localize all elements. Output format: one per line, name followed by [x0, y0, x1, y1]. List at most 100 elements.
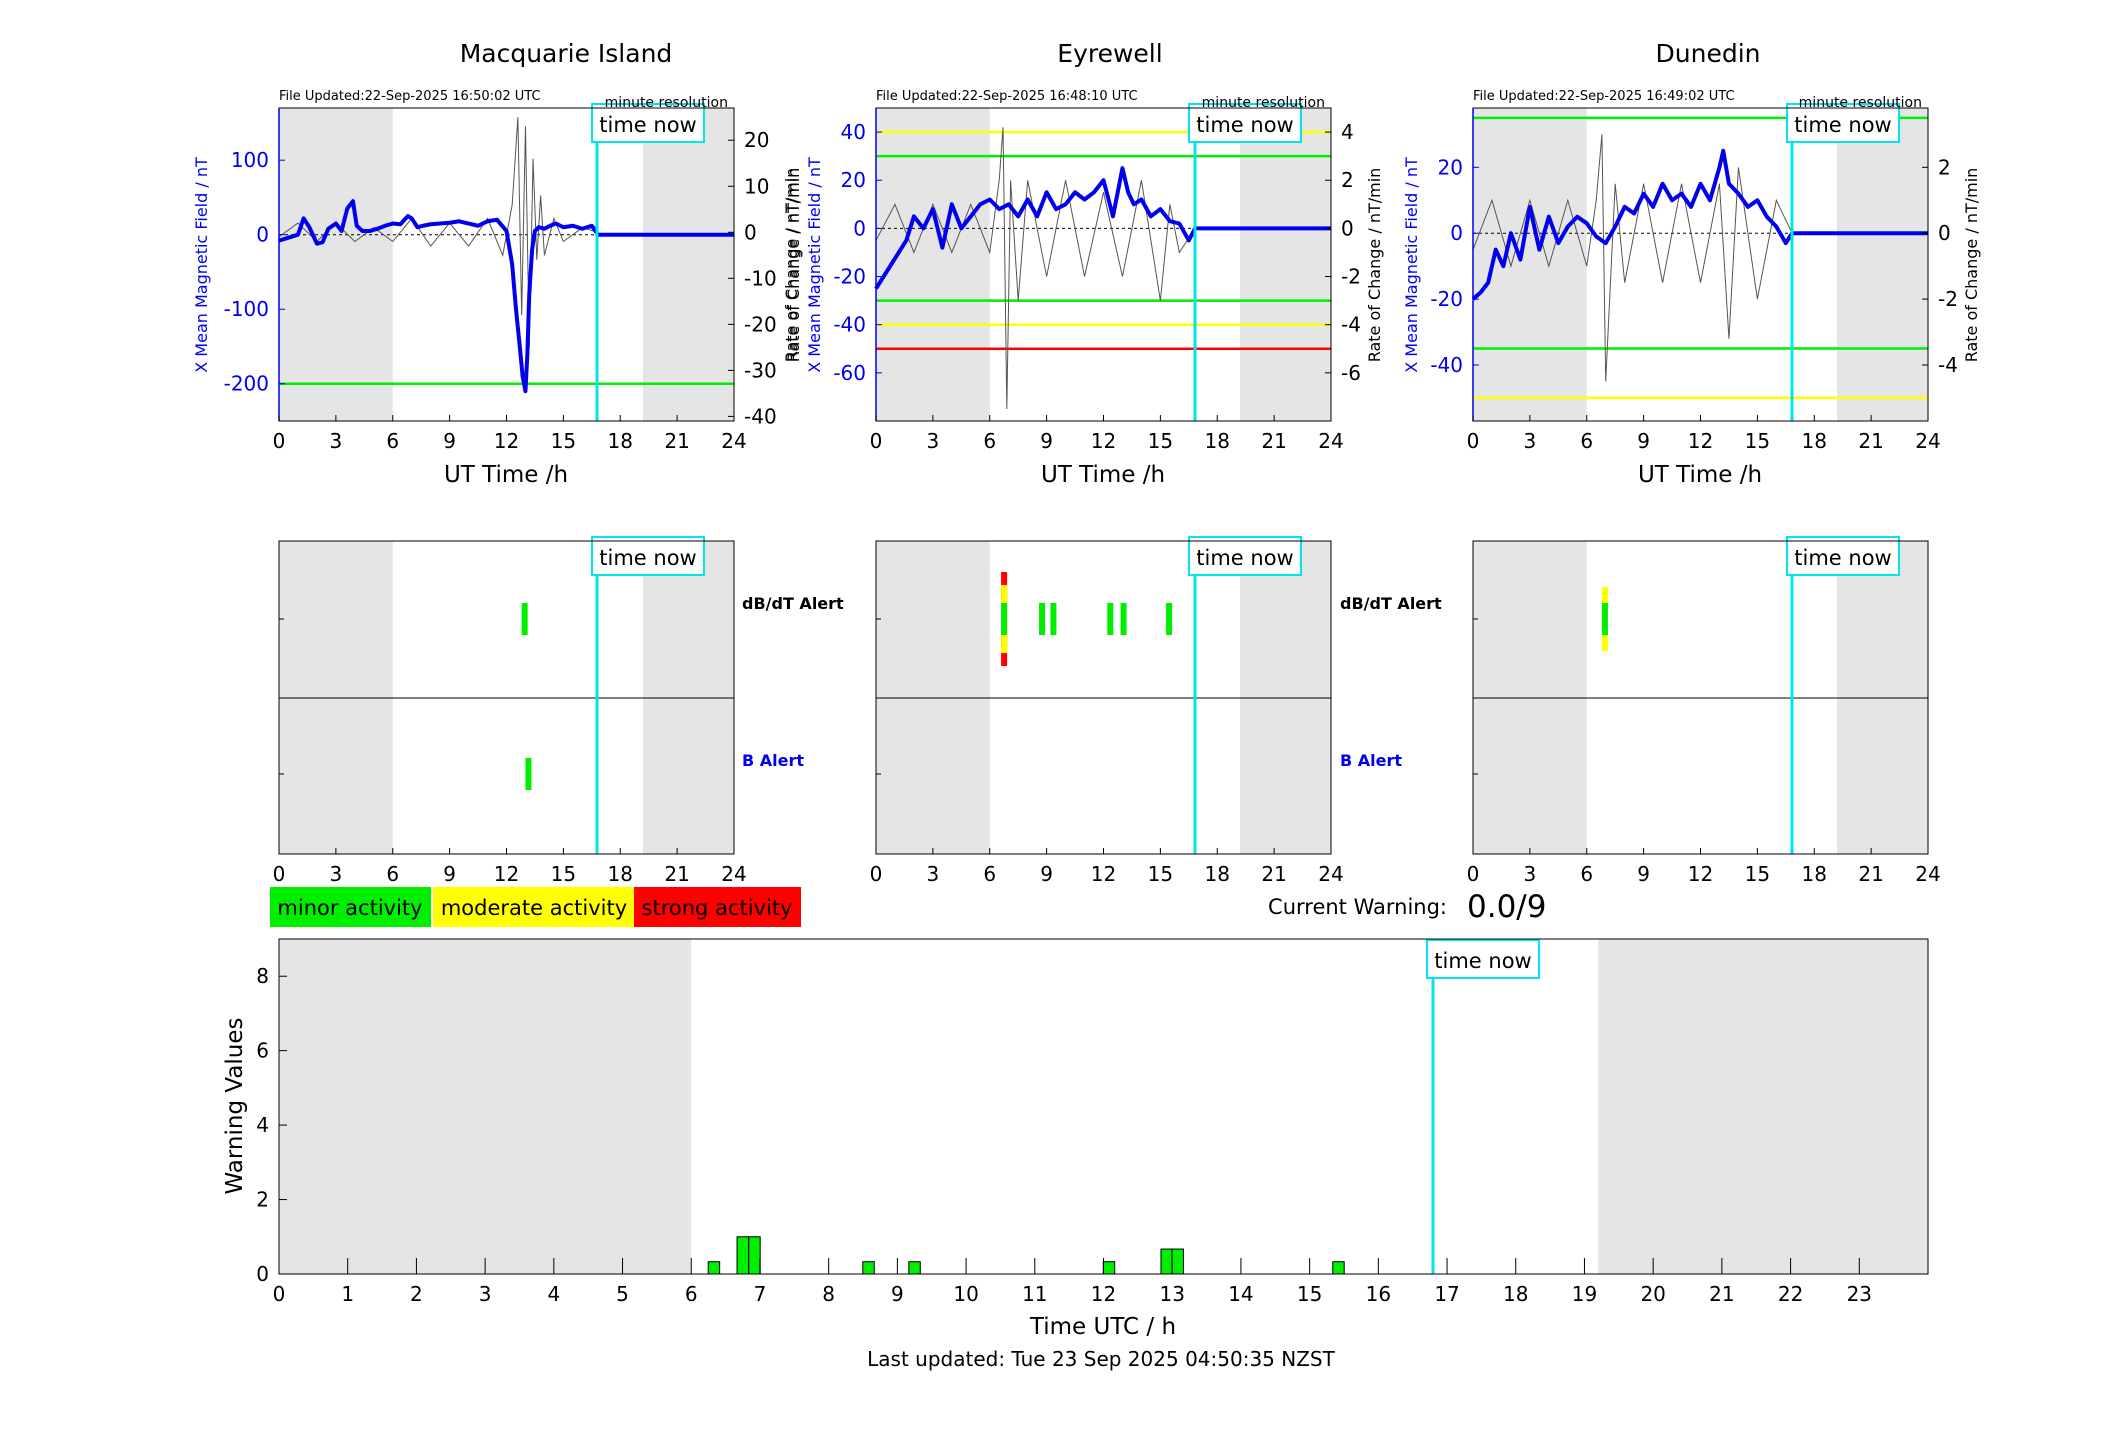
alerts-macquarie-xtick-label: 21 [664, 862, 689, 886]
eyrewell-field-plot [874, 166, 1331, 290]
dunedin-ylabel: X Mean Magnetic Field / nT [1402, 157, 1421, 373]
eyrewell-xtick-label: 24 [1318, 429, 1343, 453]
alerts-macquarie-xtick-label: 15 [551, 862, 576, 886]
dunedin-time-now-box [1786, 103, 1900, 143]
dunedin-roc-line [1472, 134, 1793, 382]
macquarie-minute-resolution: minute resolution [605, 95, 728, 111]
alerts-dunedin-dbdt-bar-0-minor [1601, 603, 1608, 635]
alerts-macquarie-xtick-label: 0 [273, 862, 286, 886]
legend-minor-swatch [270, 887, 431, 927]
activity-legend: minor activity moderate activity strong … [270, 887, 801, 927]
macquarie-y2tick-label: -10 [744, 266, 777, 290]
dunedin-ytick-label: -20 [1430, 287, 1463, 311]
alerts-dunedin-xtick-label: 24 [1915, 862, 1940, 886]
eyrewell-time-now-box [1188, 103, 1302, 143]
alerts-dunedin-xtick-label: 3 [1524, 862, 1537, 886]
dunedin-xtick-label: 9 [1637, 429, 1650, 453]
eyrewell-y2tick-label: -4 [1341, 313, 1361, 337]
legend-moderate-swatch [433, 887, 634, 927]
warning-xtick-label: 12 [1091, 1282, 1116, 1306]
eyrewell-night-1 [1240, 108, 1331, 421]
eyrewell-xtick-label: 12 [1091, 429, 1116, 453]
macquarie-xtick-label: 9 [443, 429, 456, 453]
eyrewell-y2tick-label: -6 [1341, 361, 1361, 385]
warning-xtick-label: 1 [341, 1282, 354, 1306]
dunedin-night-1 [1837, 108, 1928, 421]
macquarie-y2tick-label: 20 [744, 128, 769, 152]
warning-ytick-label: 6 [256, 1039, 269, 1063]
eyrewell-ytick-label: -40 [833, 313, 866, 337]
dunedin-field-line [1471, 148, 1928, 301]
panel-eyrewell: time now 0 3 6 9 12 15 18 21 24-60-40-2002040-6-… [784, 39, 1384, 488]
warning-bars [707, 1236, 1345, 1275]
warning-xtick-label: 21 [1709, 1282, 1734, 1306]
alerts-macquarie-bars [521, 603, 532, 790]
alerts-eyrewell-dbdt-bar-1 [1039, 603, 1046, 635]
macquarie-y2tick-label: -30 [744, 358, 777, 382]
warning-xtick-label: 8 [822, 1282, 835, 1306]
warning-xtick-label: 10 [953, 1282, 978, 1306]
warning-xtick-label: 13 [1159, 1282, 1184, 1306]
alerts-eyrewell-xtick-label: 15 [1148, 862, 1173, 886]
macquarie-y2label: Rate of Change / nT/min [782, 168, 801, 363]
dunedin-xtick-label: 15 [1745, 429, 1770, 453]
alerts-macquarie-xtick-label: 6 [386, 862, 399, 886]
alerts-eyrewell-xtick-label: 9 [1040, 862, 1053, 886]
macquarie-ytick-label: -200 [224, 372, 269, 396]
warning-bar-3 [862, 1261, 875, 1275]
warning-ytick-label: 2 [256, 1188, 269, 1212]
alerts-eyrewell-xtick-label: 3 [927, 862, 940, 886]
alerts-eyrewell-dbdt-bar-0-minor [1001, 603, 1008, 635]
warning-bar-6 [1160, 1248, 1173, 1275]
alerts-eyrewell-xtick-label: 18 [1205, 862, 1230, 886]
macquarie-time-now-box [591, 103, 705, 143]
dunedin-xtick-label: 0 [1467, 429, 1480, 453]
macquarie-night-0 [279, 108, 393, 421]
dunedin-night-0 [1473, 108, 1587, 421]
eyrewell-xtick-label: 6 [983, 429, 996, 453]
alerts-eyrewell-time-now-label: time now [1196, 546, 1293, 570]
warning-time-now-box [1426, 939, 1540, 979]
eyrewell-nights [876, 108, 1331, 421]
dunedin-xtick-label: 21 [1858, 429, 1883, 453]
warning-bar-8 [1332, 1261, 1345, 1275]
eyrewell-xtick-label: 18 [1205, 429, 1230, 453]
warning-xtick-label: 11 [1022, 1282, 1047, 1306]
eyrewell-time-now-label: time now [1196, 113, 1293, 137]
warning-bar-5 [1102, 1261, 1116, 1275]
alerts-eyrewell-dbdt-bar-3 [1107, 603, 1114, 635]
warning-time-now-label: time now [1434, 949, 1531, 973]
dunedin-xtick-label: 18 [1802, 429, 1827, 453]
eyrewell-y2tick-label: -2 [1341, 265, 1361, 289]
warning-xtick-label: 3 [479, 1282, 492, 1306]
eyrewell-hlines [876, 130, 1331, 351]
eyrewell-ytick-label: -20 [833, 265, 866, 289]
macquarie-xtick-label: 21 [664, 429, 689, 453]
alerts-macquarie-time-now-box [591, 536, 705, 576]
eyrewell-ytick-label: 20 [841, 168, 866, 192]
dunedin-ytick-label: 0 [1450, 221, 1463, 245]
dunedin-xtick-label: 6 [1580, 429, 1593, 453]
dunedin-roc-plot [1472, 134, 1793, 382]
warning-xtick-label: 15 [1297, 1282, 1322, 1306]
alerts-eyrewell-dbdt-bar-4 [1120, 603, 1127, 635]
eyrewell-ytick-label: -60 [833, 361, 866, 385]
macquarie-y2tick-label: -40 [744, 404, 777, 428]
legend-strong-swatch [634, 887, 801, 927]
alerts-eyrewell: time now 0 3 6 9 12 15 18 21 24 dB/dT Alert B Al… [870, 536, 1442, 886]
warning-xtick-label: 14 [1228, 1282, 1253, 1306]
alerts-dunedin-time-now-label: time now [1794, 546, 1891, 570]
alerts-eyrewell-bars [1001, 572, 1173, 666]
macquarie-xtick-label: 0 [273, 429, 286, 453]
eyrewell-y2label: Rate of Change / nT/min [1365, 168, 1384, 363]
macquarie-hlines [279, 234, 734, 385]
macquarie-file-updated: File Updated:22-Sep-2025 16:50:02 UTC [279, 89, 541, 104]
dunedin-time-now-label: time now [1794, 113, 1891, 137]
eyrewell-y2tick-label: 2 [1341, 168, 1354, 192]
alerts-eyrewell-ticks: 0 3 6 9 12 15 18 21 24 [870, 618, 1344, 886]
alerts-macquarie-b-bar-0 [525, 758, 532, 790]
alerts-macquarie: time now 0 3 6 9 12 15 18 21 24 dB/dT Alert B Al… [273, 536, 844, 886]
warning-xtick-label: 22 [1778, 1282, 1803, 1306]
alerts-dunedin-xtick-label: 12 [1688, 862, 1713, 886]
